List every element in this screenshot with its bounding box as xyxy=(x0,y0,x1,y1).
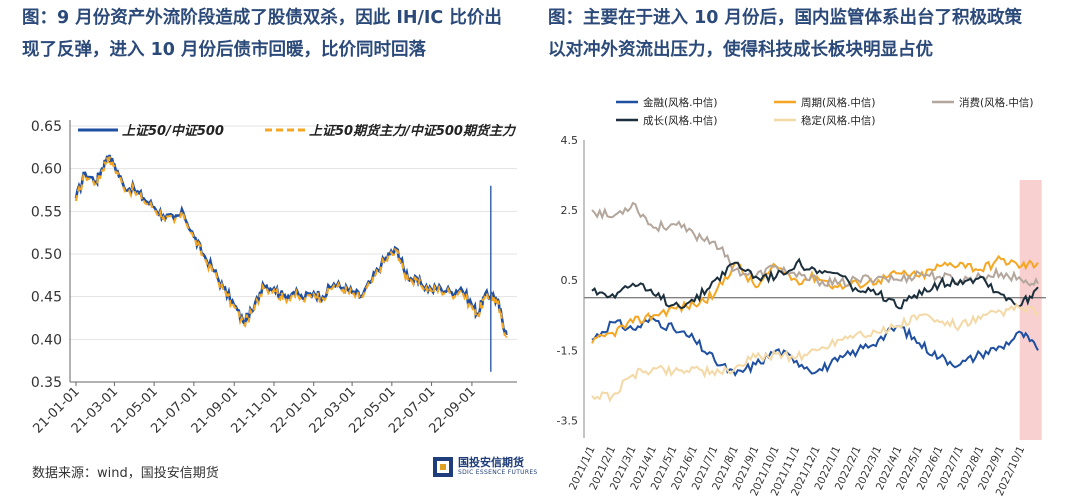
right-chart-panel: 4.5 2.5 0.5 -1.5 -3.5 2021/1/1 2021/2/1 2021/3/… xyxy=(548,86,1068,498)
y-tick-label: 0.60 xyxy=(31,162,62,178)
series-line-cycle xyxy=(591,254,1039,344)
y-tick-label: 0.45 xyxy=(31,290,62,306)
series-line-consumption xyxy=(591,201,1039,288)
series-line-spot-ratio xyxy=(74,154,508,336)
y-tick-label: 0.35 xyxy=(31,375,62,391)
left-headline-line2: 现了反弹，进入 10 月份后债市回暖，比价同时回落 xyxy=(22,40,427,60)
data-source: 数据来源：wind，国投安信期货 xyxy=(32,466,219,481)
style-index-chart: 4.52.50.5-1.5-3.52021/1/12021/2/12021/3/… xyxy=(557,96,1046,498)
y-tick-label: 0.50 xyxy=(31,247,62,263)
legend-label-spot: 上证50/中证500 xyxy=(122,123,224,139)
y-tick-label: 0.5 xyxy=(561,274,579,287)
y-tick-label: -1.5 xyxy=(557,344,578,357)
y-tick-label: 0.40 xyxy=(31,332,62,348)
legend-consumption-label: 消费(风格.中信) xyxy=(959,96,1034,109)
legend-growth-label: 成长(风格.中信) xyxy=(643,114,718,127)
left-chart-panel: 0.65 0.60 0.55 0.50 0.45 0.40 0.35 21-01-01 21-0… xyxy=(22,92,532,442)
legend-cycle-label: 周期(风格.中信) xyxy=(801,96,876,109)
right-headline-line2: 以对冲外资流出压力，使得科技成长板块明显占优 xyxy=(548,40,933,60)
y-tick-label: 4.5 xyxy=(561,134,579,147)
series-line-growth xyxy=(591,257,1039,310)
y-tick-label: 0.55 xyxy=(31,204,62,220)
company-logo: 国投安信期货 SDIC ESSENCE FUTURES xyxy=(432,456,538,478)
series-line-stable xyxy=(591,302,1039,403)
left-headline: 图：9 月份资产外流阶段造成了股债双杀，因此 IH/IC 比价出 现了反弹，进入… xyxy=(22,2,502,66)
logo-name-en: SDIC ESSENCE FUTURES xyxy=(458,469,538,476)
series-line-futures-ratio xyxy=(74,156,508,338)
logo-mark-icon xyxy=(433,457,453,477)
left-headline-line1: 图：9 月份资产外流阶段造成了股债双杀，因此 IH/IC 比价出 xyxy=(22,8,502,28)
logo-name-cn: 国投安信期货 xyxy=(458,456,524,469)
y-tick-label: 2.5 xyxy=(561,204,579,217)
right-headline: 图：主要在于进入 10 月份后，国内监管体系出台了积极政策 以对冲外资流出压力，… xyxy=(548,2,1022,66)
legend-stable-label: 稳定(风格.中信) xyxy=(801,114,876,127)
ratio-chart: 0.650.600.550.500.450.400.3521-01-0121-0… xyxy=(30,119,517,437)
right-headline-line1: 图：主要在于进入 10 月份后，国内监管体系出台了积极政策 xyxy=(548,8,1023,28)
series-line-finance xyxy=(591,315,1039,378)
y-tick-label: -3.5 xyxy=(557,414,578,427)
highlight-band xyxy=(1019,180,1042,440)
y-tick-label: 0.65 xyxy=(31,119,62,135)
legend-finance-label: 金融(风格.中信) xyxy=(643,96,718,109)
legend-label-futures: 上证50期货主力/中证500期货主力 xyxy=(309,123,517,139)
